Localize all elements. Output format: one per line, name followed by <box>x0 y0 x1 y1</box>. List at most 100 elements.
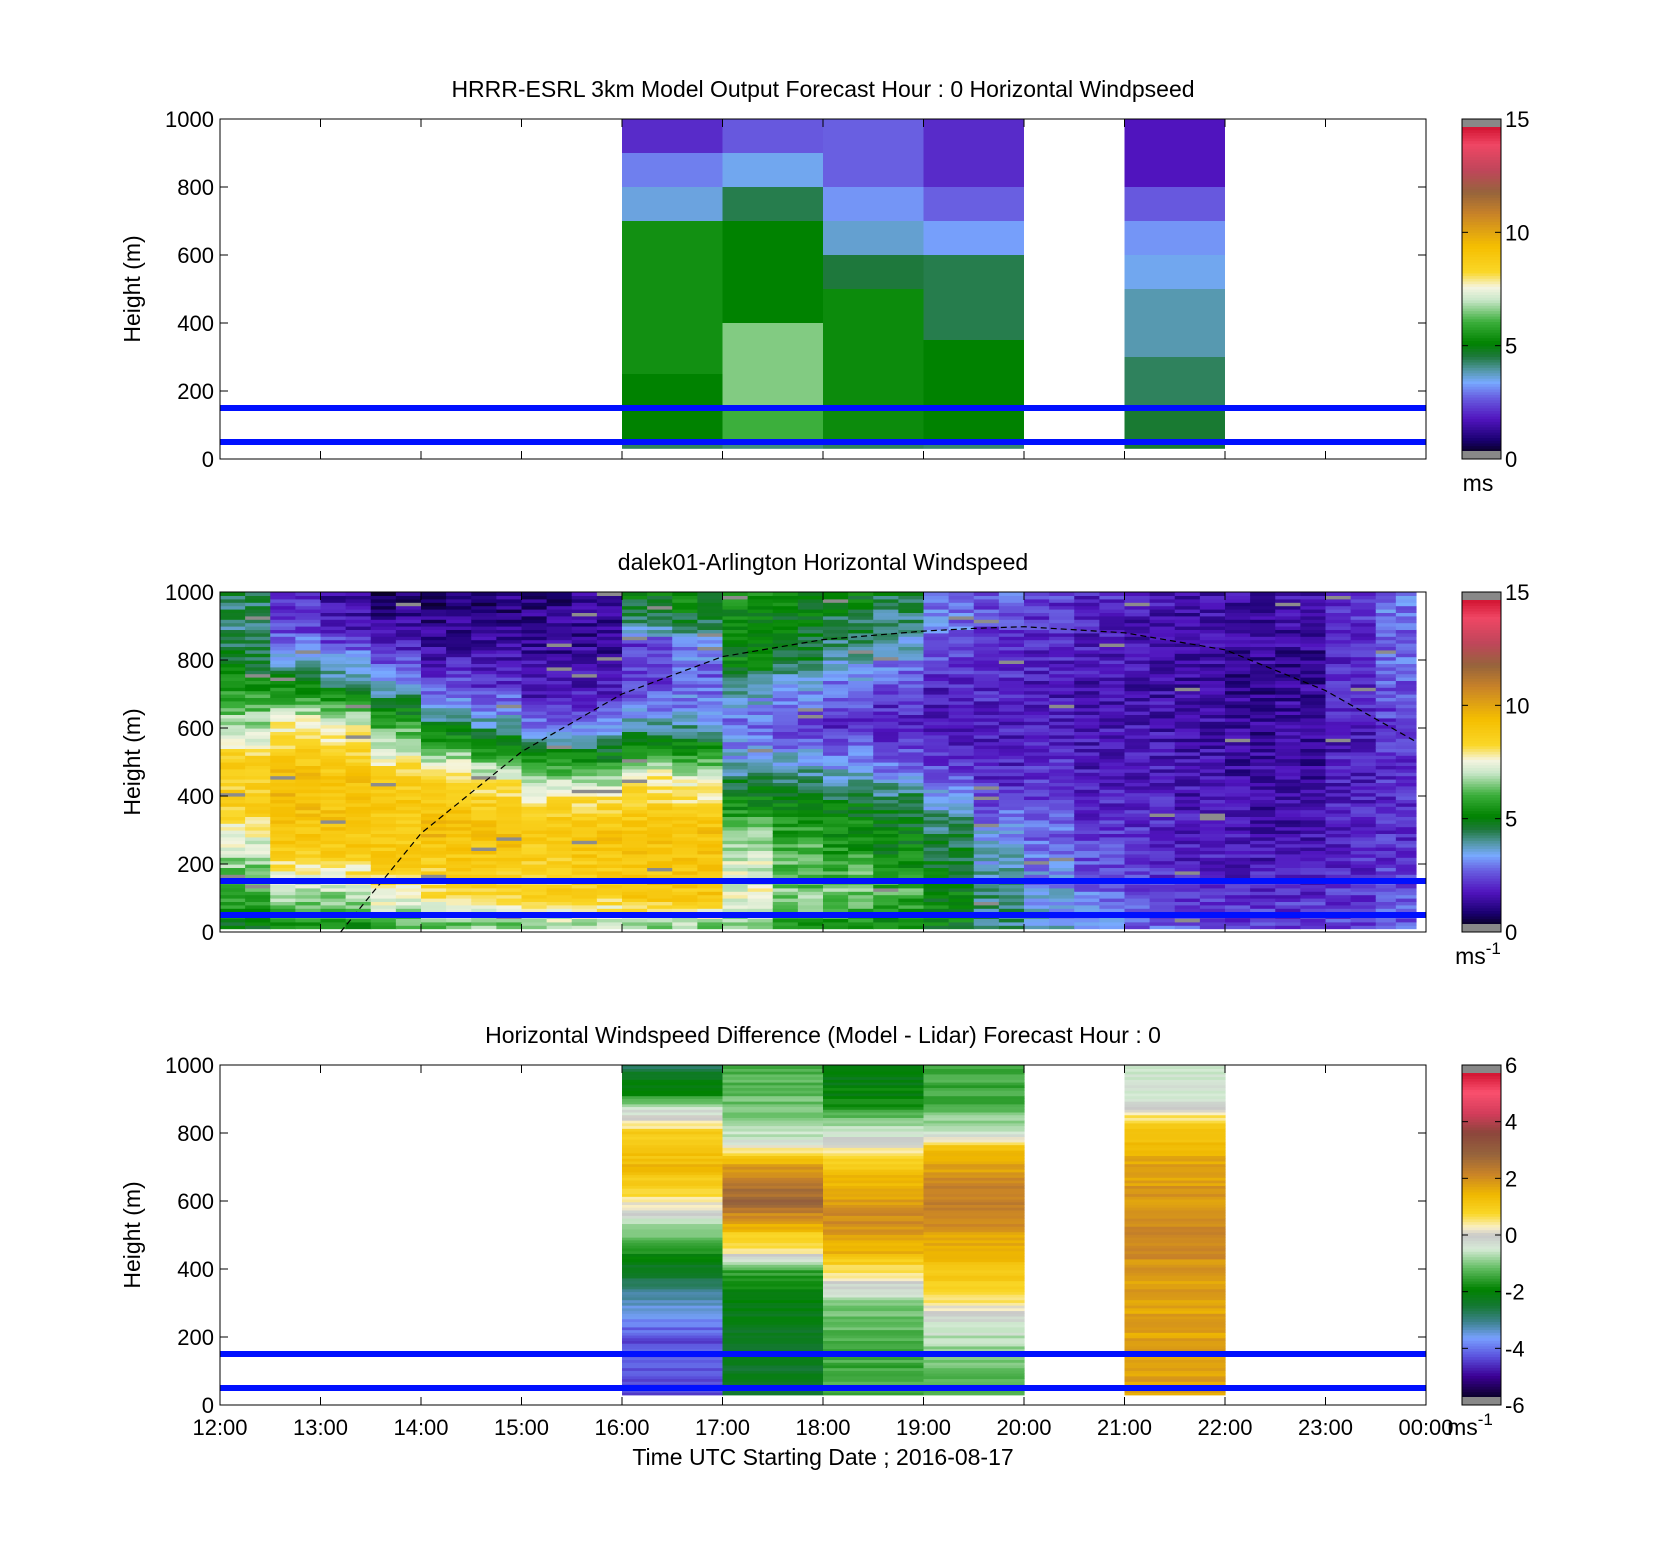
lidar-cell <box>471 598 497 603</box>
lidar-cell <box>370 673 397 678</box>
lidar-cell <box>1149 918 1176 923</box>
lidar-cell <box>898 738 925 743</box>
lidar-cell <box>898 908 925 913</box>
lidar-cell <box>622 694 648 698</box>
lidar-cell <box>898 731 925 736</box>
lidar-cell <box>998 670 1025 675</box>
lidar-cell <box>772 758 799 763</box>
y-tick-label: 200 <box>177 379 214 404</box>
lidar-cell <box>797 864 824 868</box>
lidar-cell <box>848 796 874 800</box>
lidar-cell <box>446 782 472 787</box>
lidar-cell <box>1049 762 1075 766</box>
lidar-cell <box>1199 891 1226 896</box>
lidar-cell <box>295 711 322 715</box>
lidar-cell <box>395 884 422 889</box>
lidar-cell <box>672 860 698 865</box>
lidar-cell <box>596 891 623 896</box>
lidar-cell <box>320 891 347 896</box>
lidar-cell <box>722 656 749 661</box>
lidar-cell <box>647 847 673 851</box>
lidar-cell <box>496 782 523 787</box>
lidar-cell <box>622 711 648 715</box>
lidar-cell <box>370 789 397 794</box>
lidar-cell <box>948 721 975 726</box>
colorbar-cell <box>1462 264 1501 268</box>
lidar-cell <box>747 697 774 702</box>
lidar-cell <box>973 646 1000 651</box>
lidar-cell <box>370 887 397 892</box>
lidar-cell <box>1350 694 1377 698</box>
lidar-cell <box>471 867 497 872</box>
lidar-cell <box>370 639 397 644</box>
lidar-cell <box>1225 925 1251 930</box>
lidar-cell <box>295 918 322 923</box>
lidar-cell <box>823 840 849 845</box>
lidar-cell <box>496 615 523 620</box>
lidar-cell <box>1300 843 1327 848</box>
lidar-cell <box>395 697 422 702</box>
lidar-cell <box>521 636 548 641</box>
lidar-cell <box>797 670 824 675</box>
lidar-cell <box>1250 785 1276 790</box>
lidar-cell <box>722 677 749 681</box>
lidar-cell <box>998 683 1025 688</box>
lidar-cell <box>546 626 573 630</box>
lidar-cell <box>546 772 573 777</box>
lidar-cell <box>395 609 422 613</box>
lidar-cell <box>596 762 623 766</box>
lidar-cell <box>898 721 925 726</box>
colorbar-cell <box>1462 159 1501 163</box>
lidar-cell <box>797 772 824 777</box>
lidar-cell <box>571 755 598 760</box>
lidar-cell <box>797 745 824 749</box>
lidar-cell <box>797 707 824 712</box>
lidar-cell <box>998 680 1025 685</box>
lidar-cell <box>722 592 749 596</box>
lidar-cell <box>1049 636 1075 641</box>
lidar-cell <box>220 836 246 841</box>
lidar-cell <box>722 697 749 702</box>
lidar-cell <box>571 700 598 705</box>
lidar-cell <box>823 663 849 668</box>
lidar-cell <box>1375 711 1397 715</box>
lidar-cell <box>1375 840 1397 845</box>
lidar-cell <box>722 908 749 913</box>
lidar-cell <box>245 758 271 763</box>
lidar-cell <box>1225 724 1251 729</box>
lidar-cell <box>395 670 422 675</box>
lidar-cell <box>747 758 774 763</box>
lidar-cell <box>596 772 623 777</box>
lidar-cell <box>1275 833 1301 838</box>
lidar-cell <box>496 809 523 814</box>
lidar-cell <box>898 626 925 630</box>
lidar-cell <box>647 717 673 722</box>
colorbar-cell <box>1462 272 1501 277</box>
lidar-cell <box>1174 707 1201 712</box>
lidar-cell <box>270 870 296 875</box>
lidar-cell <box>697 595 724 600</box>
lidar-cell <box>446 775 472 780</box>
lidar-cell <box>747 680 774 685</box>
lidar-cell <box>1099 619 1126 624</box>
lidar-cell <box>1074 758 1100 763</box>
lidar-cell <box>823 707 849 712</box>
lidar-cell <box>1199 904 1226 909</box>
lidar-cell <box>1124 592 1151 596</box>
heatmap-cells <box>622 119 1225 449</box>
lidar-cell <box>1395 660 1417 664</box>
lidar-cell <box>772 626 799 630</box>
lidar-cell <box>1049 813 1075 817</box>
lidar-cell <box>1350 833 1377 838</box>
lidar-cell <box>571 714 598 719</box>
lidar-cell <box>948 792 975 797</box>
lidar-cell <box>772 595 799 600</box>
lidar-cell <box>1350 850 1377 855</box>
lidar-cell <box>421 622 447 627</box>
colorbar-cell <box>1462 343 1501 347</box>
model-cell <box>1124 289 1225 357</box>
lidar-cell <box>596 768 623 773</box>
lidar-cell <box>823 809 849 814</box>
lidar-cell <box>898 755 925 760</box>
lidar-cell <box>571 745 598 749</box>
